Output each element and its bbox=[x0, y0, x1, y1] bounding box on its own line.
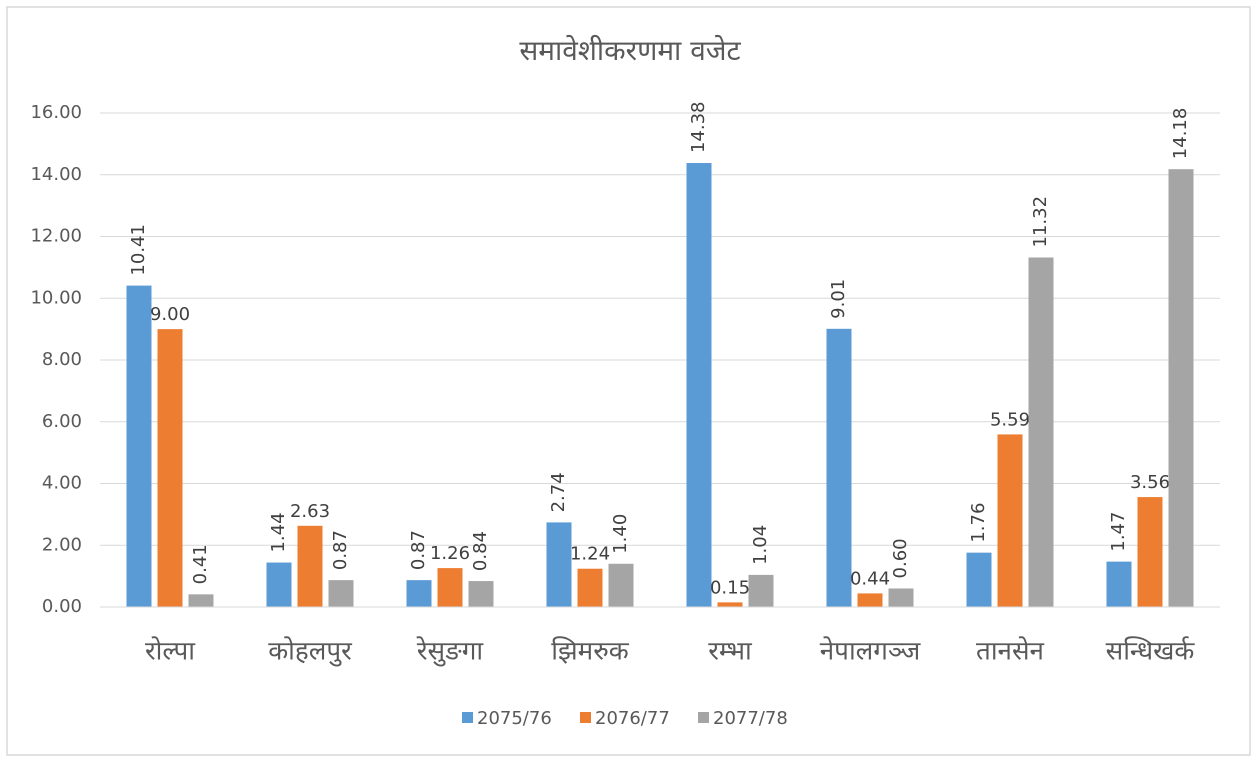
x-tick-label: रम्भा bbox=[708, 637, 753, 667]
bar bbox=[717, 602, 743, 607]
data-label: 0.87 bbox=[330, 530, 351, 570]
data-label: 0.15 bbox=[710, 577, 750, 598]
data-label: 1.44 bbox=[268, 512, 289, 552]
x-tick-label: कोहलपुर bbox=[268, 636, 353, 667]
bar bbox=[1168, 169, 1194, 607]
chart-title: समावेशीकरणमा वजेट bbox=[519, 34, 741, 67]
bar bbox=[406, 580, 432, 607]
data-label: 5.59 bbox=[990, 409, 1030, 430]
data-label: 1.76 bbox=[968, 503, 989, 543]
bar bbox=[297, 525, 323, 607]
bar bbox=[157, 329, 183, 607]
bar bbox=[1137, 497, 1163, 607]
data-label: 0.60 bbox=[890, 538, 911, 578]
data-label: 9.00 bbox=[150, 304, 190, 325]
bar bbox=[686, 163, 712, 607]
x-tick-label: तानसेन bbox=[976, 636, 1045, 667]
y-tick-label: 2.00 bbox=[42, 534, 82, 555]
data-label: 1.40 bbox=[610, 514, 631, 554]
bar bbox=[437, 568, 463, 607]
data-label: 11.32 bbox=[1030, 196, 1051, 248]
y-tick-label: 16.00 bbox=[30, 102, 82, 123]
bar bbox=[748, 574, 774, 607]
y-tick-label: 0.00 bbox=[42, 596, 82, 617]
x-tick-label: रोल्पा bbox=[145, 636, 196, 667]
data-label: 14.18 bbox=[1170, 108, 1191, 160]
bar bbox=[1028, 257, 1054, 607]
x-tick-label: रेसुङगा bbox=[416, 636, 484, 667]
data-label: 0.44 bbox=[850, 568, 890, 589]
bar bbox=[997, 434, 1023, 607]
bar bbox=[126, 285, 152, 607]
y-tick-label: 8.00 bbox=[42, 349, 82, 370]
y-tick-label: 14.00 bbox=[30, 164, 82, 185]
x-tick-label: सन्धिखर्क bbox=[1106, 636, 1196, 667]
legend-label: 2076/77 bbox=[595, 708, 670, 729]
y-tick-label: 6.00 bbox=[42, 411, 82, 432]
data-label: 3.56 bbox=[1130, 472, 1170, 493]
bar bbox=[328, 580, 354, 607]
x-tick-label: झिमरुक bbox=[551, 636, 629, 667]
bar bbox=[966, 552, 992, 607]
bar bbox=[826, 328, 852, 607]
legend-label: 2077/78 bbox=[713, 708, 788, 729]
bar bbox=[1106, 561, 1132, 607]
y-tick-label: 10.00 bbox=[30, 287, 82, 308]
bar bbox=[608, 563, 634, 607]
data-label: 1.47 bbox=[1108, 512, 1129, 552]
data-label: 9.01 bbox=[828, 279, 849, 319]
y-tick-label: 4.00 bbox=[42, 473, 82, 494]
y-tick-label: 12.00 bbox=[30, 226, 82, 247]
legend-label: 2075/76 bbox=[477, 708, 552, 729]
data-label: 14.38 bbox=[688, 101, 709, 153]
data-label: 0.87 bbox=[408, 530, 429, 570]
bar bbox=[577, 568, 603, 607]
x-tick-label: नेपालगञ्ज bbox=[820, 636, 921, 667]
bar bbox=[888, 588, 914, 607]
bar bbox=[857, 593, 883, 607]
data-label: 0.84 bbox=[470, 531, 491, 571]
data-label: 1.04 bbox=[750, 525, 771, 565]
legend-swatch bbox=[580, 712, 591, 723]
data-label: 10.41 bbox=[128, 224, 149, 276]
bar bbox=[546, 522, 572, 607]
bar bbox=[266, 562, 292, 607]
data-label: 2.63 bbox=[290, 501, 330, 522]
data-label: 1.26 bbox=[430, 543, 470, 564]
bar bbox=[188, 594, 214, 607]
legend-swatch bbox=[698, 712, 709, 723]
data-label: 1.24 bbox=[570, 544, 610, 565]
data-label: 0.41 bbox=[190, 544, 211, 584]
legend-swatch bbox=[462, 712, 473, 723]
bar bbox=[468, 581, 494, 607]
data-label: 2.74 bbox=[548, 472, 569, 512]
